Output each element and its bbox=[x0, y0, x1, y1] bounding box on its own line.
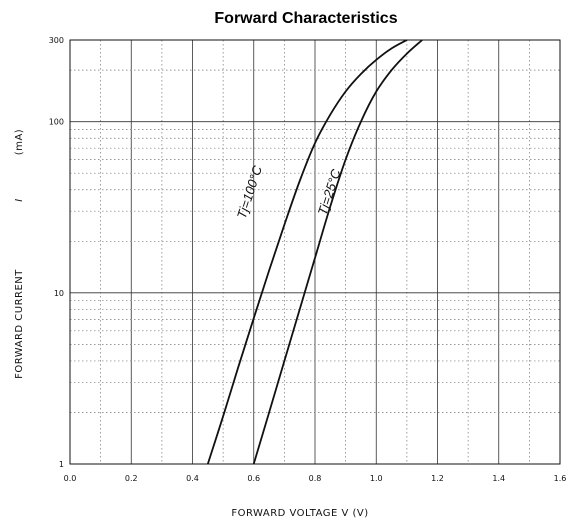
series-label-tj-100c: Tj=100°C bbox=[234, 163, 265, 220]
series-label-tj-25c: Tj=25°C bbox=[315, 167, 344, 217]
y-axis-label-group: FORWARD CURRENT I (mA) bbox=[14, 129, 25, 379]
chart-title: Forward Characteristics bbox=[214, 10, 397, 27]
x-tick-label: 1.2 bbox=[431, 474, 444, 483]
tick-labels: 0.0 0.2 0.4 0.6 0.8 1.0 1.2 1.4 1.6 1 10 100 300 bbox=[49, 36, 566, 483]
x-tick-label: 1.6 bbox=[554, 474, 566, 483]
y-axis-label-symbol: I bbox=[14, 198, 25, 201]
plot-frame bbox=[69, 39, 561, 465]
x-tick-label: 0.8 bbox=[309, 474, 322, 483]
y-tick-label: 300 bbox=[49, 36, 64, 45]
y-axis-label-unit: (mA) bbox=[14, 129, 25, 155]
series-line-tj-100c bbox=[206, 39, 408, 465]
series-line-tj-25c bbox=[252, 39, 423, 465]
x-tick-label: 0.4 bbox=[186, 474, 199, 483]
y-tick-label: 100 bbox=[49, 118, 64, 127]
x-tick-label: 0.2 bbox=[125, 474, 138, 483]
y-axis-label: FORWARD CURRENT bbox=[14, 269, 25, 379]
y-tick-label: 1 bbox=[59, 460, 64, 469]
grid bbox=[70, 39, 560, 464]
x-tick-label: 1.4 bbox=[492, 474, 505, 483]
x-tick-label: 1.0 bbox=[370, 474, 383, 483]
y-tick-label: 10 bbox=[54, 289, 64, 298]
x-axis-label: FORWARD VOLTAGE V (V) bbox=[231, 508, 368, 519]
x-tick-label: 0.0 bbox=[64, 474, 77, 483]
x-tick-label: 0.6 bbox=[247, 474, 260, 483]
